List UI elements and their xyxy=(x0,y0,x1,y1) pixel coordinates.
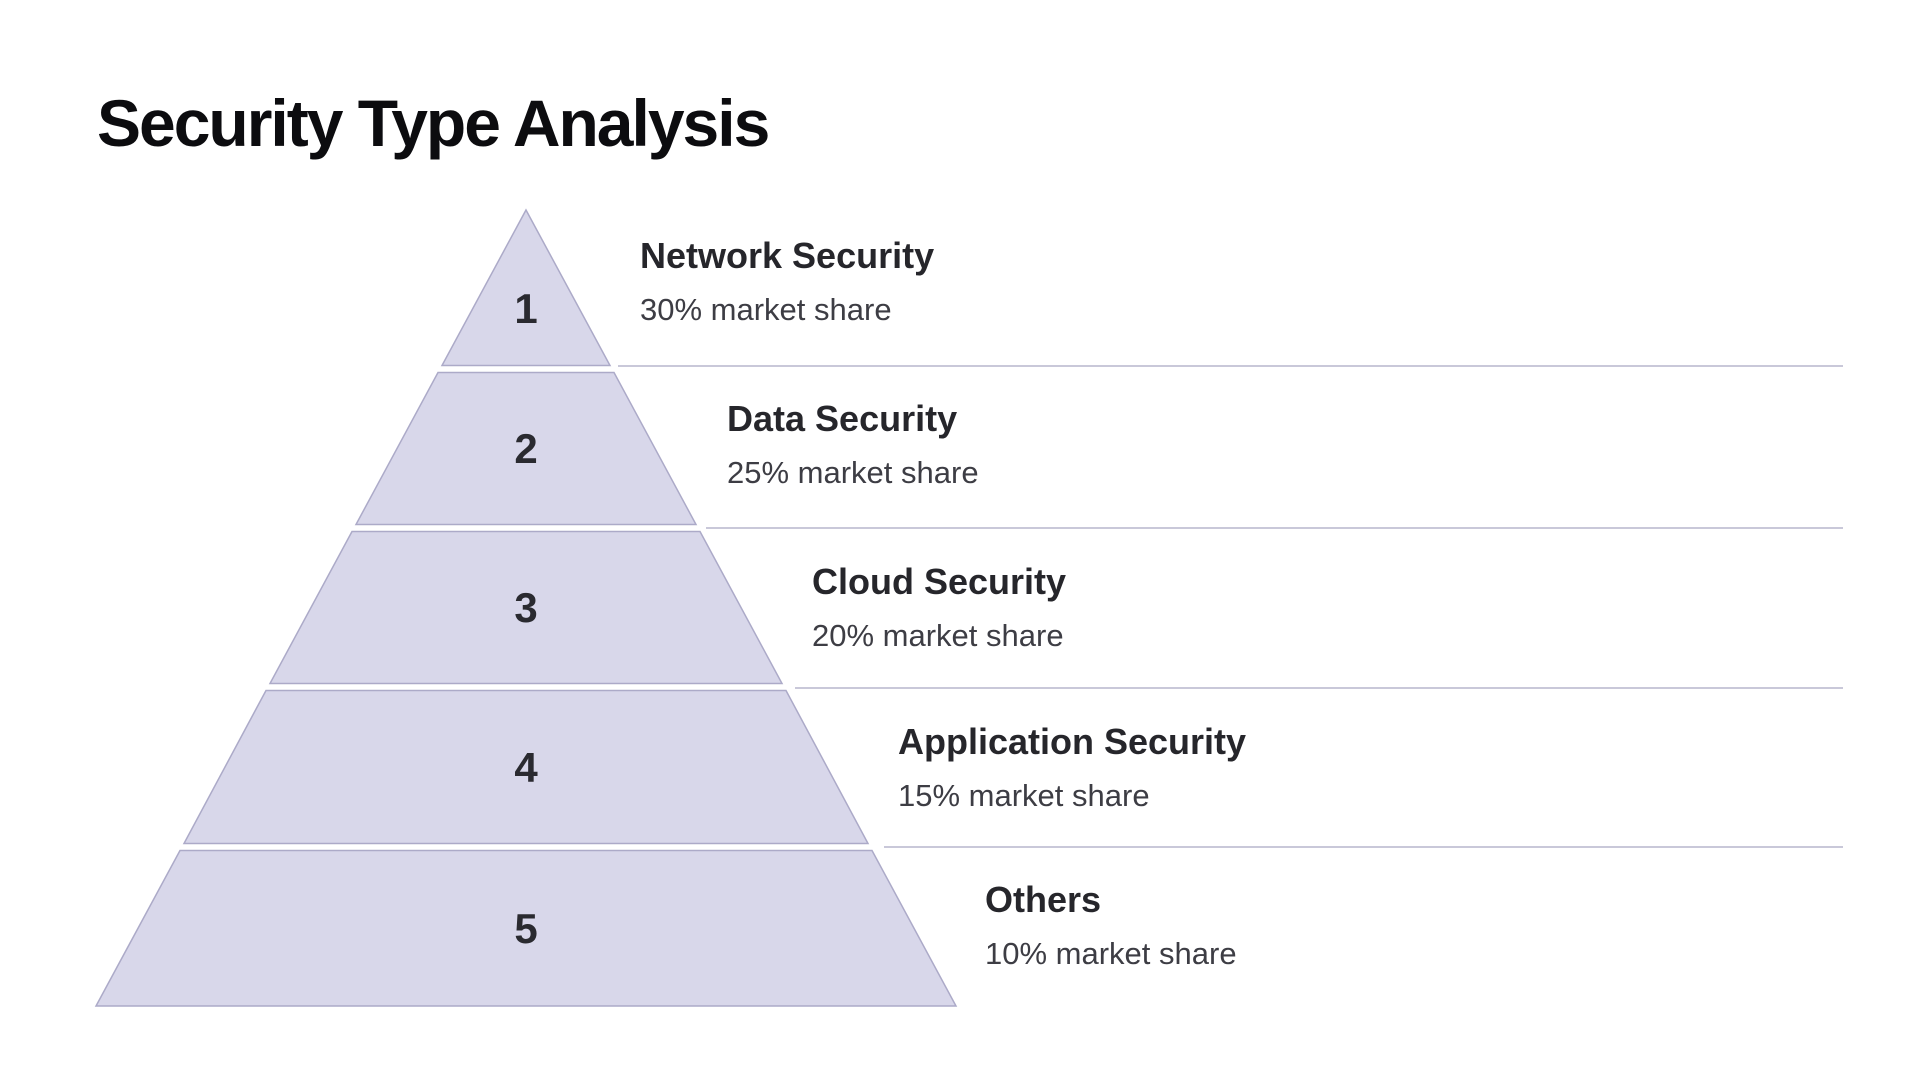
page-title: Security Type Analysis xyxy=(97,86,770,160)
pyramid-level-3-number: 3 xyxy=(514,584,537,631)
level-name: Network Security xyxy=(640,235,935,276)
level-share: 20% market share xyxy=(812,618,1064,653)
level-label-data-security: Data Security 25% market share xyxy=(727,398,979,490)
pyramid-level-1-number: 1 xyxy=(514,285,537,332)
pyramid-level-2-number: 2 xyxy=(514,425,537,472)
level-label-others: Others 10% market share xyxy=(985,879,1237,971)
level-share: 30% market share xyxy=(640,292,892,327)
pyramid-level-4-number: 4 xyxy=(514,744,538,791)
pyramid-level-2-shape xyxy=(354,371,698,526)
pyramid-level-1-shape xyxy=(440,208,612,367)
level-share: 15% market share xyxy=(898,778,1150,813)
level-share: 25% market share xyxy=(727,455,979,490)
level-name: Cloud Security xyxy=(812,561,1067,602)
level-label-network-security: Network Security 30% market share xyxy=(640,235,935,327)
pyramid-level-5-shape xyxy=(94,849,958,1007)
level-name: Others xyxy=(985,879,1102,920)
level-share: 10% market share xyxy=(985,936,1237,971)
pyramid-level-3-shape xyxy=(268,530,784,685)
level-label-application-security: Application Security 15% market share xyxy=(898,721,1247,813)
pyramid-level-5-number: 5 xyxy=(514,905,537,952)
level-name: Application Security xyxy=(898,721,1247,762)
pyramid-level-4-shape xyxy=(182,689,870,845)
level-name: Data Security xyxy=(727,398,958,439)
level-label-cloud-security: Cloud Security 20% market share xyxy=(812,561,1067,653)
